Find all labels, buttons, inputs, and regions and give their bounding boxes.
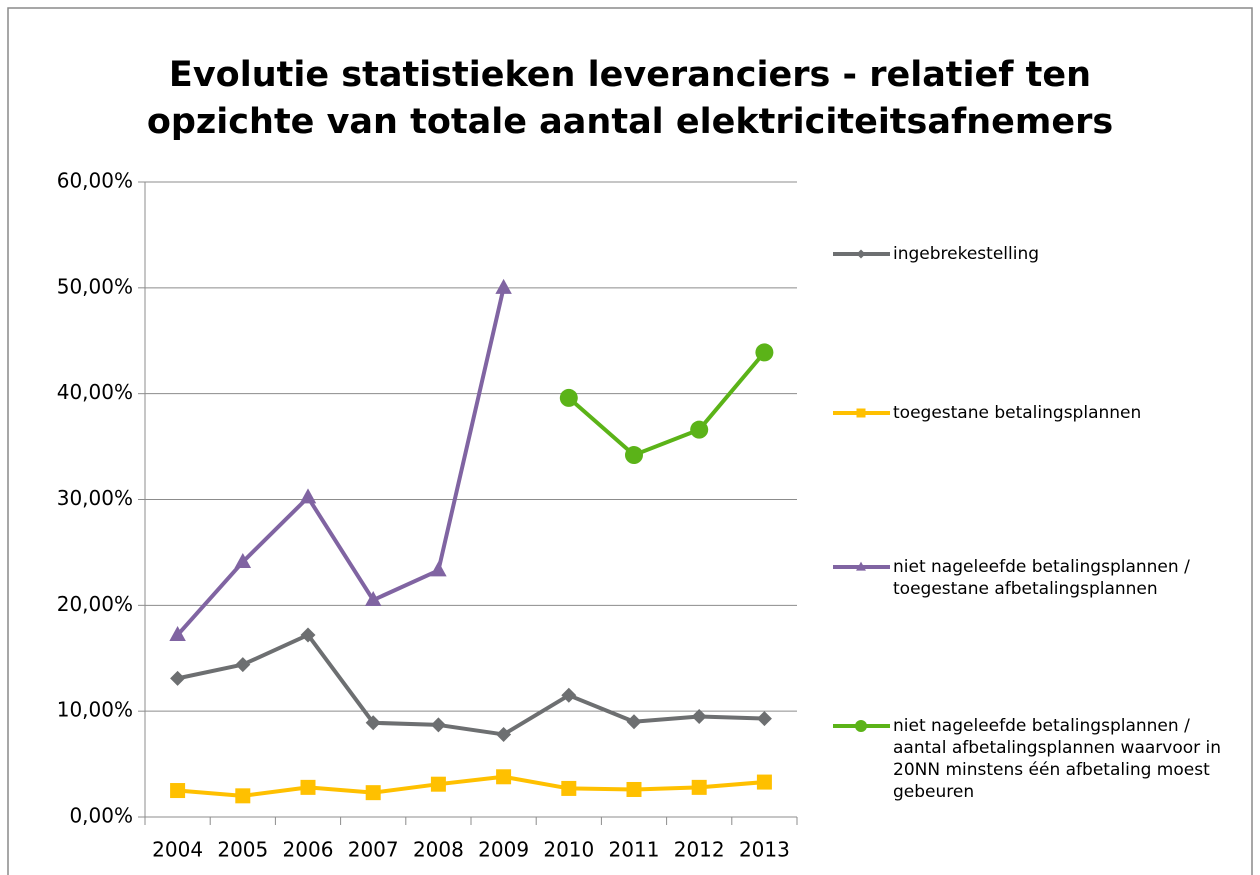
marker: [430, 717, 446, 733]
marker: [170, 783, 186, 799]
marker: [756, 711, 772, 727]
marker: [626, 781, 642, 797]
marker: [365, 785, 381, 801]
marker: [626, 714, 642, 730]
marker: [430, 561, 447, 577]
x-tick-label: 2007: [348, 838, 399, 862]
chart-frame: [7, 7, 1253, 875]
x-tick-label: 2011: [609, 838, 660, 862]
marker: [690, 420, 709, 439]
marker: [559, 388, 578, 407]
y-tick-label: 30,00%: [57, 486, 133, 510]
x-tick-label: 2012: [674, 838, 725, 862]
x-tick-label: 2005: [217, 838, 268, 862]
y-tick-label: 20,00%: [57, 592, 133, 616]
marker: [755, 343, 774, 362]
marker: [169, 625, 186, 641]
marker: [300, 779, 316, 795]
legend-label: niet nageleefde betalingsplannen / toege…: [893, 557, 1190, 599]
marker: [299, 488, 317, 504]
marker: [756, 774, 772, 790]
marker: [561, 780, 577, 796]
marker: [561, 687, 577, 703]
y-tick-label: 0,00%: [69, 804, 133, 828]
legend-marker: [855, 720, 867, 732]
marker: [234, 552, 252, 568]
marker: [364, 591, 382, 607]
series-line: [177, 774, 765, 798]
marker: [496, 726, 512, 742]
y-tick-label: 10,00%: [57, 698, 133, 722]
legend-marker: [856, 249, 866, 259]
y-tick-label: 60,00%: [57, 169, 133, 193]
marker: [430, 776, 446, 792]
series-line: [176, 287, 506, 637]
marker: [365, 715, 381, 731]
marker: [691, 708, 707, 724]
legend-label: toegestane betalingsplannen: [893, 403, 1142, 423]
y-tick-label: 50,00%: [57, 274, 133, 298]
chart-title: Evolutie statistieken leveranciers - rel…: [146, 55, 1114, 142]
marker: [496, 769, 512, 785]
legend-marker: [856, 561, 866, 571]
marker: [495, 278, 512, 294]
marker: [691, 779, 707, 795]
marker: [235, 788, 251, 804]
x-tick-label: 2009: [478, 838, 529, 862]
x-tick-label: 2004: [152, 838, 203, 862]
x-tick-label: 2006: [283, 838, 334, 862]
series-line: [177, 632, 765, 737]
y-tick-label: 40,00%: [57, 380, 133, 404]
marker: [625, 446, 643, 465]
marker: [170, 670, 186, 686]
series-line: [567, 351, 766, 458]
x-tick-label: 2010: [543, 838, 594, 862]
x-tick-label: 2013: [739, 838, 790, 862]
legend-label: niet nageleefde betalingsplannen / aanta…: [893, 716, 1222, 802]
legend-label: ingebrekestelling: [893, 244, 1040, 264]
marker: [235, 657, 251, 673]
marker: [300, 627, 316, 643]
x-tick-label: 2008: [413, 838, 464, 862]
legend-marker: [856, 408, 866, 418]
